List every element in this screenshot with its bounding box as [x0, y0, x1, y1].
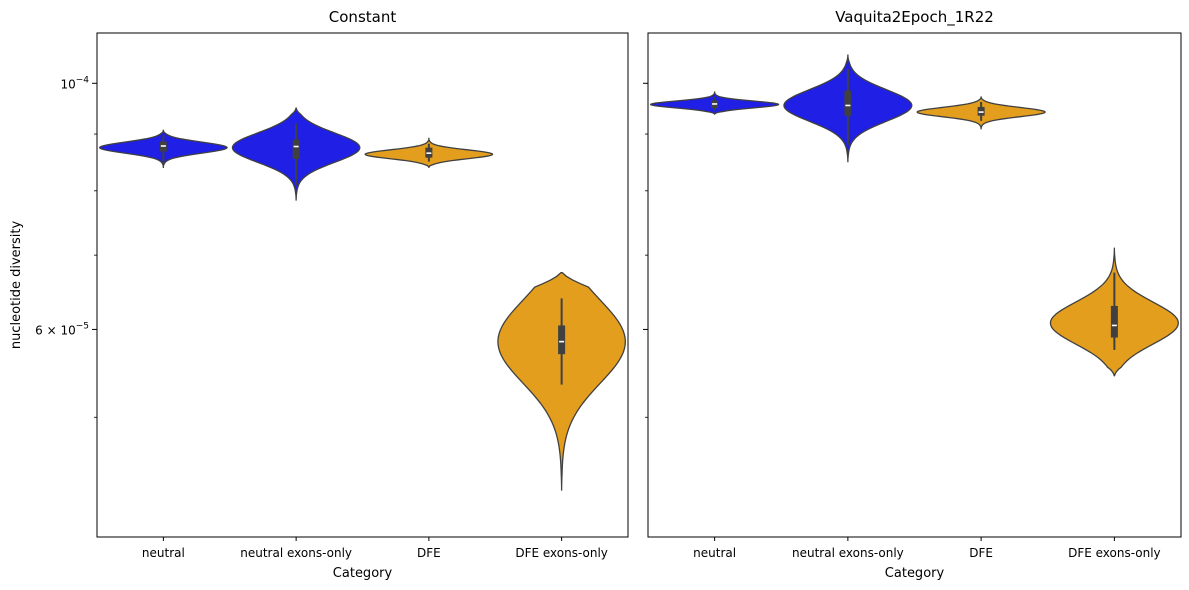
x-tick-label: DFE: [969, 546, 993, 560]
violin-box: [1110, 305, 1118, 338]
y-axis-label: nucleotide diversity: [9, 221, 24, 350]
x-ticks: neutral neutral exons-only DFE DFE exons-on…: [693, 537, 1161, 560]
x-axis-label: Category: [333, 566, 393, 581]
y-tick-label: 10−4: [60, 75, 89, 91]
panel-vaquita2epoch: Vaquita2Epoch_1R22 neutral neutral exons-…: [643, 8, 1182, 581]
violin-box: [292, 139, 300, 159]
x-tick-label: DFE exons-only: [1068, 546, 1161, 560]
x-tick-label: DFE: [417, 546, 441, 560]
x-ticks: neutral neutral exons-only DFE DFE exons-on…: [142, 537, 608, 560]
x-tick-label: DFE exons-only: [515, 546, 608, 560]
violins-layer: [649, 54, 1179, 377]
violin-box: [844, 90, 852, 116]
x-tick-label: neutral exons-only: [240, 546, 352, 560]
y-ticks: 10−4 6 × 10−5: [35, 75, 97, 418]
panel-title: Vaquita2Epoch_1R22: [835, 8, 994, 27]
y-ticks: [643, 82, 648, 418]
x-axis-label: Category: [885, 566, 945, 581]
panel-title: Constant: [329, 8, 397, 26]
plot-frame: [96, 32, 629, 538]
x-tick-label: neutral exons-only: [792, 546, 904, 560]
violin-box: [558, 325, 566, 355]
panel-constant: Constant neutral neutral exons-only DFE DFE…: [9, 8, 629, 581]
plot-frame: [647, 32, 1182, 538]
x-tick-label: neutral: [693, 546, 736, 560]
x-tick-label: neutral: [142, 546, 185, 560]
violins-layer: [98, 107, 626, 491]
y-tick-label: 6 × 10−5: [35, 321, 89, 337]
